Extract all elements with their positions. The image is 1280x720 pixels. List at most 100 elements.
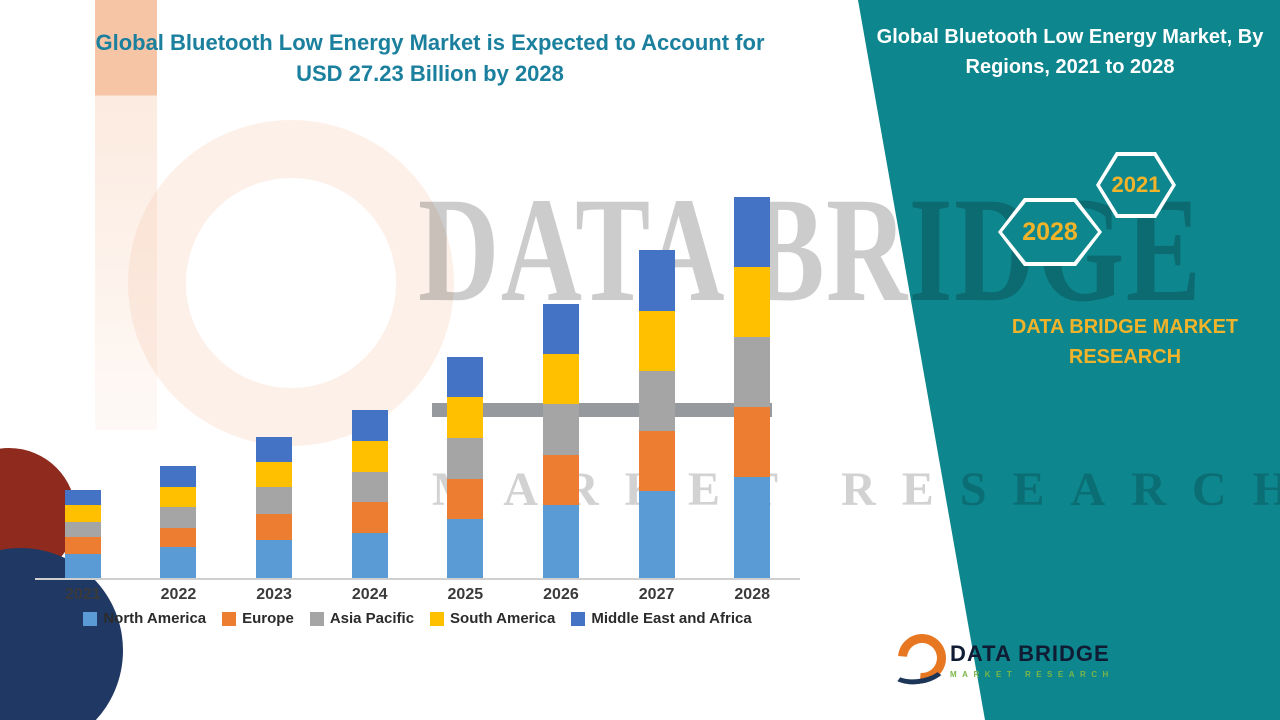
chart-title-line1: Global Bluetooth Low Energy Market is Ex… — [95, 30, 765, 55]
bar-segment-asia-pacific — [542, 404, 579, 455]
hex-badge-2028-fill — [1002, 202, 1098, 262]
bar-segment-asia-pacific — [256, 487, 293, 514]
bar-slot-2021 — [35, 158, 131, 578]
hex-badge-2021-label: 2021 — [1111, 172, 1161, 197]
bar-2027 — [638, 250, 675, 578]
bar-segment-europe — [64, 537, 101, 555]
bar-segment-middle-east-and-africa — [638, 250, 675, 311]
footer-logo-name: DATA BRIDGE — [950, 641, 1110, 666]
x-axis-label-2021: 2021 — [65, 586, 101, 603]
bar-2026 — [542, 303, 579, 578]
footer-logo: DATA BRIDGE MARKET RESEARCH — [888, 624, 1114, 692]
bar-slot-2026 — [513, 158, 609, 578]
bar-segment-middle-east-and-africa — [160, 466, 197, 488]
bar-segment-asia-pacific — [351, 471, 388, 503]
bar-segment-europe — [160, 527, 197, 548]
databridge-logo-icon — [888, 624, 956, 692]
bar-2025 — [447, 356, 484, 578]
bar-segment-north-america — [256, 540, 293, 578]
bar-segment-north-america — [542, 505, 579, 578]
legend-swatch-icon-europe — [222, 611, 237, 626]
bar-segment-south-america — [638, 310, 675, 371]
x-axis-label-2028: 2028 — [734, 586, 770, 603]
x-axis-label-2027: 2027 — [638, 586, 675, 603]
plot-area — [35, 158, 800, 580]
bar-segment-asia-pacific — [447, 438, 484, 479]
legend-label-middle-east-and-africa: Middle East and Africa — [591, 610, 752, 627]
bar-segment-south-america — [256, 461, 293, 488]
bar-2023 — [256, 436, 293, 578]
bar-2028 — [734, 196, 771, 578]
bar-slot-2024 — [322, 158, 418, 578]
bar-segment-north-america — [160, 547, 197, 578]
legend-item-north-america: North America — [83, 610, 206, 627]
footer-logo-subtext: MARKET RESEARCH — [950, 670, 1114, 679]
x-axis-labels: 2021 2022 2023 2024 2025 2026 2027 2028 — [35, 586, 800, 604]
brand-text-line1: DATA BRIDGE MARKET — [1011, 316, 1239, 338]
bar-segment-south-america — [734, 267, 771, 338]
hex-badge-2028-label: 2028 — [1022, 217, 1078, 246]
legend-label-north-america: North America — [103, 610, 207, 627]
legend-swatch-icon-middle-east-and-africa — [571, 611, 586, 626]
bar-segment-europe — [256, 513, 293, 541]
legend-swatch-icon-asia-pacific — [309, 611, 324, 626]
watermark-underline-bar — [432, 403, 772, 417]
bar-segment-europe — [447, 478, 484, 520]
legend-item-south-america: South America — [430, 610, 555, 627]
bar-2024 — [351, 410, 388, 578]
hex-badge-2021-fill — [1100, 156, 1172, 214]
legend: North America Europe Asia Pacific South Ame… — [35, 610, 800, 627]
bar-slot-2027 — [609, 158, 705, 578]
bar-slot-2028 — [704, 158, 800, 578]
bar-segment-europe — [542, 454, 579, 506]
brand-text: DATA BRIDGE MARKET RESEARCH — [1005, 312, 1245, 372]
bar-segment-north-america — [64, 554, 101, 578]
chart-title: Global Bluetooth Low Energy Market is Ex… — [55, 28, 805, 90]
banner-heading: Global Bluetooth Low Energy Market, By R… — [876, 26, 1264, 78]
legend-swatch-icon-north-america — [83, 611, 98, 626]
bar-segment-middle-east-and-africa — [351, 410, 388, 441]
bar-segment-middle-east-and-africa — [542, 303, 579, 355]
hex-badge-2021: 2021 — [1096, 152, 1176, 218]
bar-segment-north-america — [638, 491, 675, 578]
bar-segment-middle-east-and-africa — [734, 196, 771, 268]
x-axis-label-2026: 2026 — [543, 586, 579, 603]
bar-segment-south-america — [160, 487, 197, 507]
bar-segment-middle-east-and-africa — [64, 489, 101, 506]
x-axis-label-2023: 2023 — [256, 586, 292, 603]
legend-item-middle-east-and-africa: Middle East and Africa — [571, 610, 752, 627]
bar-slot-2022 — [131, 158, 227, 578]
bar-slot-2025 — [418, 158, 514, 578]
bar-segment-europe — [638, 431, 675, 492]
bar-segment-europe — [351, 502, 388, 534]
x-axis-label-2024: 2024 — [351, 586, 388, 603]
chart-title-line2: USD 27.23 Billion by 2028 — [296, 60, 564, 86]
x-axis-label-2022: 2022 — [160, 586, 197, 603]
bar-2022 — [160, 466, 197, 578]
bar-segment-asia-pacific — [734, 337, 771, 408]
bar-segment-asia-pacific — [638, 370, 675, 432]
legend-item-asia-pacific: Asia Pacific — [309, 610, 415, 627]
legend-swatch-icon-south-america — [430, 611, 445, 626]
legend-label-europe: Europe — [242, 610, 294, 627]
bar-segment-asia-pacific — [160, 506, 197, 528]
legend-item-europe: Europe — [222, 610, 294, 627]
bar-segment-south-america — [64, 505, 101, 523]
bar-segment-middle-east-and-africa — [447, 356, 484, 398]
bar-segment-north-america — [351, 533, 388, 578]
legend-label-south-america: South America — [450, 610, 556, 627]
bar-segment-north-america — [734, 477, 771, 578]
brand-text-line2: RESEARCH — [1068, 346, 1182, 368]
legend-label-asia-pacific: Asia Pacific — [329, 610, 415, 627]
x-axis-label-2025: 2025 — [447, 586, 484, 603]
bar-segment-north-america — [447, 519, 484, 578]
bar-segment-asia-pacific — [64, 522, 101, 538]
stacked-bar-chart: 2021 2022 2023 2024 2025 2026 2027 2028 North A… — [35, 158, 800, 627]
bar-segment-south-america — [447, 397, 484, 439]
bar-2021 — [64, 489, 101, 578]
bar-segment-south-america — [542, 354, 579, 405]
bar-segment-middle-east-and-africa — [256, 436, 293, 462]
bar-slot-2023 — [226, 158, 322, 578]
bar-segment-europe — [734, 407, 771, 478]
